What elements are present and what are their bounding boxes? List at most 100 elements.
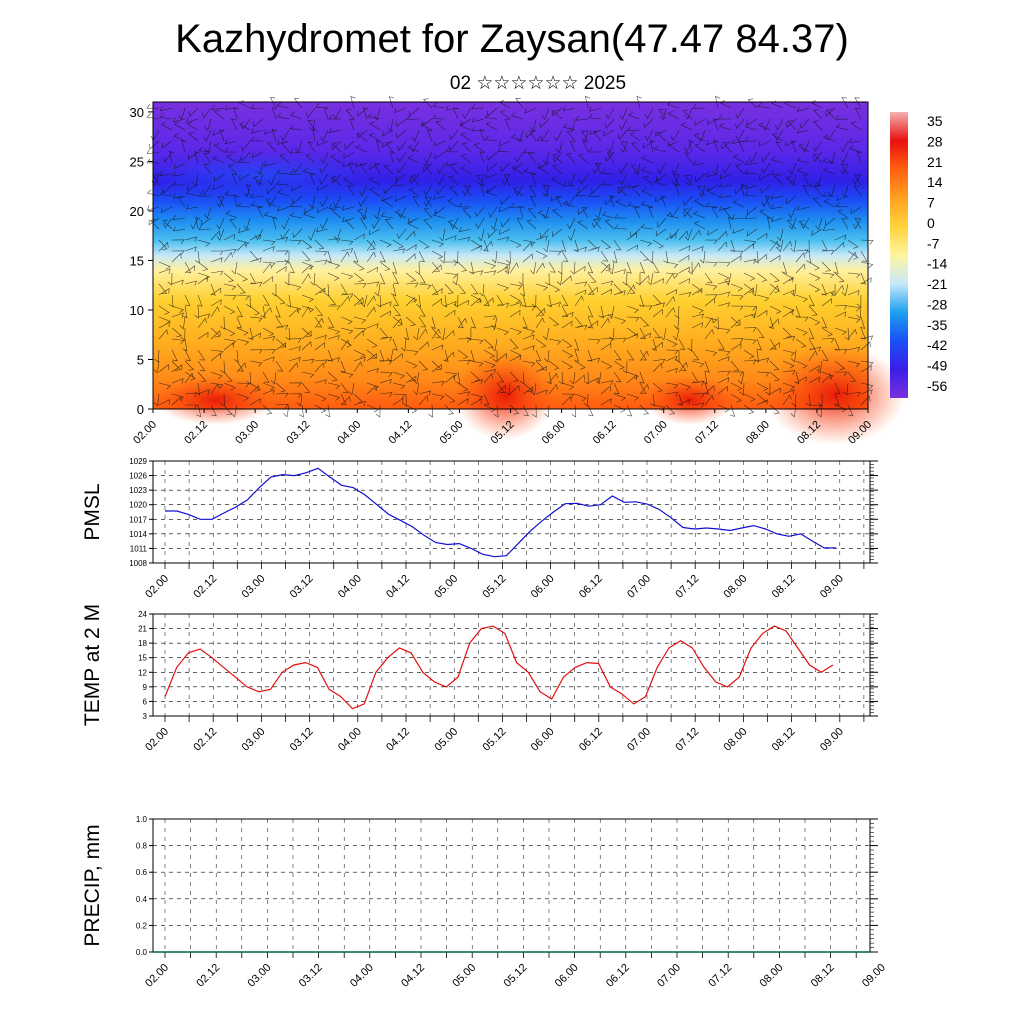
y-tick-label: 21: [138, 625, 147, 634]
wind-barb: [523, 148, 537, 154]
wind-barb: [496, 302, 510, 308]
wind-barb: [743, 258, 757, 265]
wind-barb: [448, 175, 459, 186]
wind-barb: [410, 140, 420, 153]
wind-barb: [381, 195, 394, 202]
wind-barb: [409, 107, 420, 117]
wind-barb: [236, 360, 244, 372]
wind-barb: [288, 393, 302, 398]
wind-barb: [468, 261, 475, 275]
wind-barb: [788, 206, 797, 219]
wind-barb: [262, 262, 272, 274]
wind-barb: [614, 213, 627, 219]
wind-barb: [847, 391, 861, 397]
wind-barb: [835, 123, 849, 131]
wind-barb: [738, 140, 745, 153]
wind-barb: [770, 204, 784, 209]
wind-barb: [359, 163, 368, 175]
wind-barb: [224, 190, 238, 197]
wind-barb: [375, 140, 382, 153]
wind-barb: [181, 140, 187, 153]
wind-barb: [781, 261, 788, 274]
colorbar-label: -49: [927, 358, 947, 374]
wind-barb: [698, 184, 706, 198]
heatmap-y-tick-label: 25: [130, 154, 144, 169]
wind-barb: [240, 151, 251, 162]
y-tick-label: 1029: [129, 457, 147, 466]
wind-barb: [397, 162, 407, 174]
wind-barb: [835, 115, 849, 120]
wind-barb: [566, 153, 576, 164]
wind-barb: [342, 217, 355, 223]
wind-barb: [769, 371, 780, 382]
wind-barb: [840, 140, 849, 153]
wind-barb: [542, 185, 550, 197]
wind-barb: [670, 129, 680, 142]
wind-barb: [847, 346, 861, 352]
wind-barb: [613, 268, 626, 275]
wind-barb: [552, 107, 563, 117]
wind-barb: [301, 261, 314, 270]
wind-barb: [423, 184, 433, 196]
wind-barb: [643, 118, 654, 129]
wind-barb: [665, 355, 678, 362]
wind-barb: [626, 333, 639, 340]
wind-barb: [580, 130, 589, 142]
wind-barb: [436, 162, 446, 175]
wind-barb: [854, 97, 862, 109]
wind-barb: [149, 219, 160, 230]
wind-barb: [833, 261, 839, 275]
wind-barb: [276, 180, 290, 186]
wind-barb: [496, 261, 510, 269]
wind-barb: [717, 385, 728, 395]
x-tick-label: 03.00: [240, 726, 268, 754]
wind-barb: [765, 195, 771, 208]
wind-barb: [249, 332, 261, 340]
heatmap-y-tick-label: 20: [130, 204, 144, 219]
wind-barb: [686, 173, 693, 187]
wind-barb: [822, 167, 836, 175]
wind-barb: [678, 266, 690, 274]
wind-barb: [613, 360, 625, 370]
wind-barb: [825, 217, 836, 227]
wind-barb: [249, 257, 262, 263]
wind-barb: [751, 283, 758, 297]
wind-barb: [236, 393, 250, 401]
wind-barb: [340, 293, 354, 299]
y-tick-label: 1017: [129, 515, 147, 524]
wind-barb: [840, 163, 849, 175]
wind-barb: [814, 186, 823, 197]
wind-barb: [785, 176, 797, 186]
wind-barb: [695, 173, 706, 182]
wind-barb: [600, 360, 613, 369]
wind-barb: [302, 168, 316, 175]
y-tick-label: 1026: [129, 472, 147, 481]
y-axis-label: TEMP at 2 M: [81, 604, 104, 726]
wind-barb: [756, 338, 762, 351]
panel-frame: [152, 818, 871, 953]
wind-barb: [542, 184, 550, 198]
wind-barb: [522, 382, 533, 393]
wind-barb: [535, 283, 549, 291]
wind-barb: [383, 184, 394, 195]
wind-barb: [249, 385, 260, 395]
wind-barb: [587, 357, 601, 363]
wind-barb: [573, 239, 579, 253]
x-tick-label: 04.00: [336, 726, 364, 754]
wind-barb: [280, 129, 290, 142]
wind-barb: [769, 318, 780, 329]
wind-barb: [574, 246, 587, 253]
wind-barb: [510, 134, 524, 142]
wind-barb: [678, 245, 691, 252]
wind-barb: [588, 147, 601, 153]
colorbar-label: -35: [927, 317, 947, 333]
wind-barb: [382, 140, 394, 148]
wind-barb: [327, 261, 341, 269]
wind-barb: [744, 214, 758, 219]
wind-barb: [847, 251, 857, 263]
wind-barb: [366, 323, 379, 329]
pmsl-series-line: [165, 467, 836, 558]
wind-barb: [704, 394, 714, 406]
wind-barb: [656, 131, 667, 142]
wind-barb: [470, 239, 482, 249]
